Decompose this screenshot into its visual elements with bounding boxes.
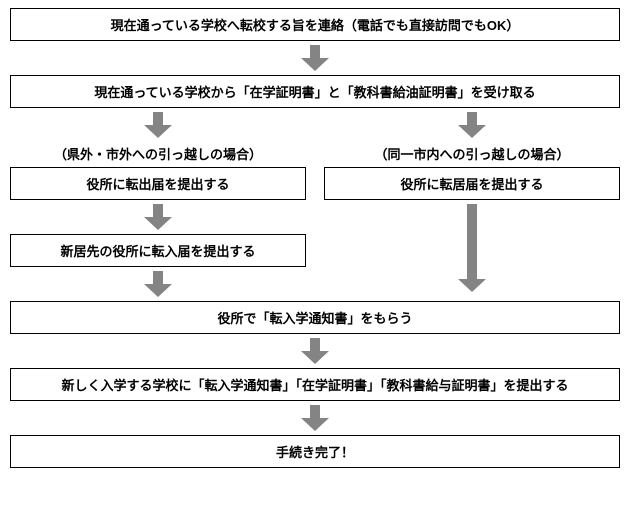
step-box-receive-notice: 役所で「転入学通知書」をもらう [10,301,620,334]
caption-right: （同一市内への引っ越しの場合） [324,142,620,167]
step-box-receive-docs: 現在通っている学校から「在学証明書」と「教科書給油証明書」を受け取る [10,75,620,108]
step-box-submit-new-school: 新しく入学する学校に「転入学通知書」「在学証明書」「教科書給与証明書」を提出する [10,368,620,401]
arrow-right-tall [458,200,486,296]
arrow-4 [10,401,620,435]
arrow-left-1 [144,200,172,234]
step-box-movein: 新居先の役所に転入届を提出する [10,234,306,267]
arrow-1 [10,41,620,75]
step-box-moveout: 役所に転出届を提出する [10,167,306,200]
step-box-complete: 手続き完了！ [10,435,620,468]
arrow-left-2 [144,267,172,301]
arrow-split [10,108,620,142]
step-box-contact-school: 現在通っている学校へ転校する旨を連絡（電話でも直接訪問でもOK） [10,8,620,41]
arrow-3 [10,334,620,368]
caption-left: （県外・市外への引っ越しの場合） [10,142,306,167]
step-box-move-same-city: 役所に転居届を提出する [324,167,620,200]
